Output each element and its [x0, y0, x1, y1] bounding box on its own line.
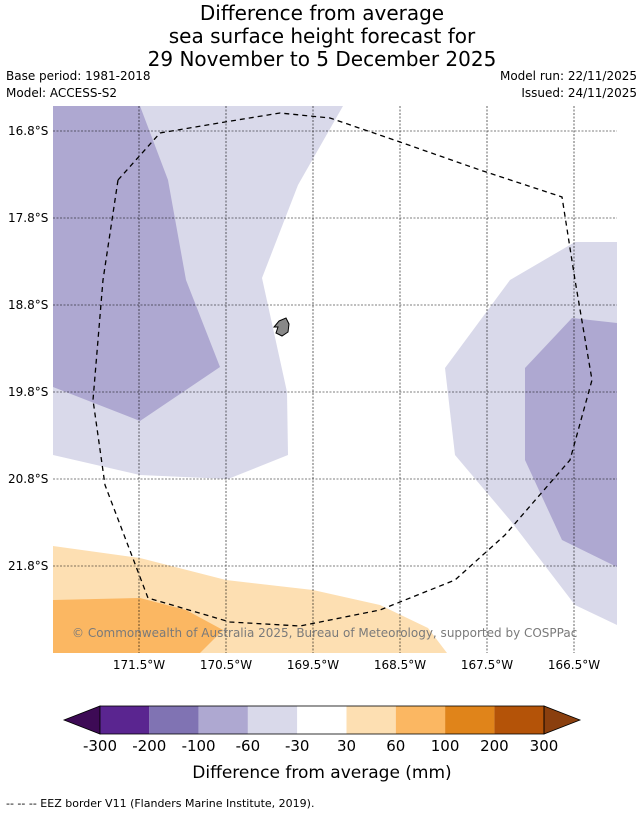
lat-label: 21.8°S: [8, 559, 48, 573]
colorbar-tick-label: -30: [285, 737, 310, 755]
colorbar-segment: [247, 706, 298, 734]
eez-border: [92, 112, 593, 627]
lat-label: 17.8°S: [8, 211, 48, 225]
colorbar-tick-labels: -300 -200 -100 -60 -30 30 60 100 200 300: [83, 737, 558, 755]
colorbar-tick-label: -100: [182, 737, 216, 755]
colorbar-segment: [100, 706, 150, 734]
lon-label: 168.5°W: [374, 658, 426, 672]
eez-footnote: -- -- -- EEZ border V11 (Flanders Marine…: [6, 797, 315, 810]
lon-label: 171.5°W: [113, 658, 165, 672]
colorbar-segment: [297, 706, 347, 734]
colorbar-extend-low: [62, 705, 101, 735]
lat-label: 20.8°S: [8, 472, 48, 486]
lon-label: 170.5°W: [200, 658, 252, 672]
model-name: Model: ACCESS-S2: [6, 86, 118, 100]
colorbar-segment: [395, 706, 446, 734]
lat-label: 18.8°S: [8, 298, 48, 312]
colorbar-tick-label: -200: [132, 737, 166, 755]
colorbar: -300 -200 -100 -60 -30 30 60 100 200 300…: [62, 705, 582, 783]
colorbar-segment: [445, 706, 495, 734]
title-line-2: sea surface height forecast for: [168, 24, 476, 48]
colorbar-tick-label: 30: [337, 737, 356, 755]
longitude-labels: 171.5°W 170.5°W 169.5°W 168.5°W 167.5°W …: [113, 658, 600, 672]
colorbar-segment: [346, 706, 396, 734]
anomaly-region-purple-west: [53, 106, 220, 421]
colorbar-tick-label: 300: [530, 737, 559, 755]
colorbar-outline: [99, 705, 545, 735]
colorbar-tick-label: -300: [83, 737, 117, 755]
lon-label: 166.5°W: [548, 658, 600, 672]
colorbar-title: Difference from average (mm): [192, 763, 451, 783]
anomaly-region-purple-east: [525, 318, 617, 567]
colorbar-tick-label: 60: [386, 737, 405, 755]
colorbar-segment: [149, 706, 199, 734]
latitude-labels: 16.8°S 17.8°S 18.8°S 19.8°S 20.8°S 21.8°…: [8, 124, 48, 573]
colorbar-tick-label: 100: [431, 737, 460, 755]
copyright-notice: © Commonwealth of Australia 2025, Bureau…: [72, 626, 577, 640]
colorbar-tick-label: -60: [236, 737, 261, 755]
island-niue: [272, 317, 290, 337]
lon-label: 169.5°W: [287, 658, 339, 672]
lon-label: 167.5°W: [461, 658, 513, 672]
map-plot: © Commonwealth of Australia 2025, Bureau…: [53, 106, 617, 653]
colorbar-segment: [198, 706, 248, 734]
colorbar-tick-label: 200: [480, 737, 509, 755]
model-run: Model run: 22/11/2025: [499, 69, 637, 83]
issued-date: Issued: 24/11/2025: [521, 86, 637, 100]
lat-label: 19.8°S: [8, 385, 48, 399]
base-period: Base period: 1981-2018: [6, 69, 151, 83]
colorbar-segment: [494, 706, 544, 734]
anomaly-region-orange-southwest: [53, 598, 223, 653]
lat-label: 16.8°S: [8, 124, 48, 138]
colorbar-extend-high: [543, 705, 582, 735]
gridlines: [53, 106, 617, 653]
title-line-1: Difference from average: [199, 1, 445, 25]
title-line-3: 29 November to 5 December 2025: [147, 47, 497, 71]
